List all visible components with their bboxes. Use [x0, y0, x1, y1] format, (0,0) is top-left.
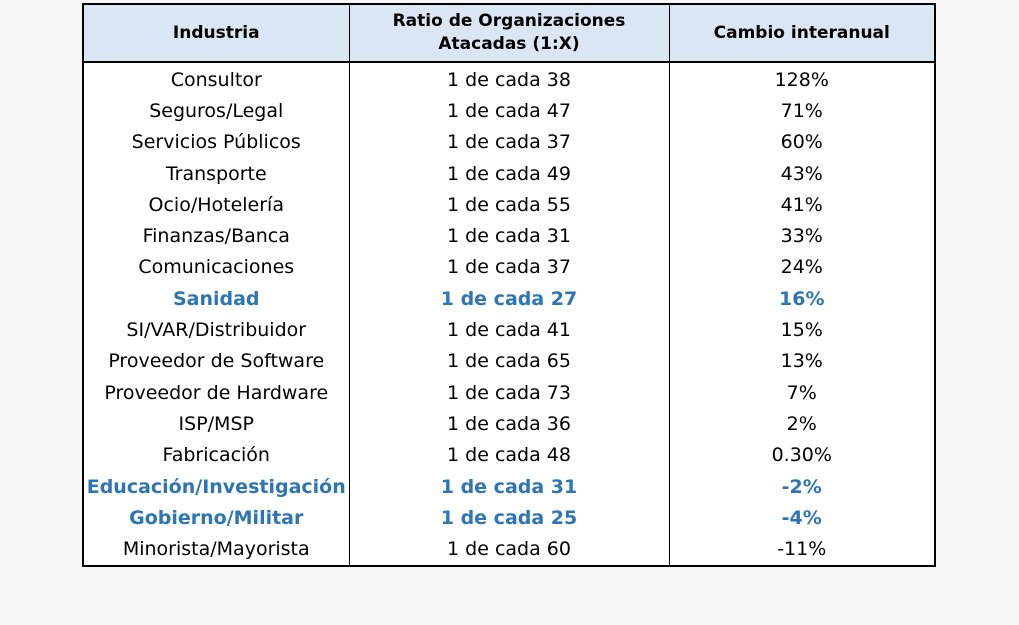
cell-ratio: 1 de cada 31: [348, 470, 670, 503]
cell-yoy-change: 43%: [668, 157, 936, 190]
table-body: Consultor 1 de cada 38 128% Seguros/Legal 1 …: [82, 62, 936, 566]
cell-yoy-change: 71%: [668, 95, 936, 127]
table-row: Ocio/Hotelería 1 de cada 55 41%: [82, 189, 936, 221]
cell-ratio: 1 de cada 37: [348, 126, 670, 158]
table-row: Proveedor de Software 1 de cada 65 13%: [82, 345, 936, 377]
header-industry: Industria: [82, 4, 350, 63]
cell-yoy-change: 7%: [668, 376, 936, 409]
cell-industry: Gobierno/Militar: [82, 502, 350, 534]
header-ratio: Ratio de Organizaciones Atacadas (1:X): [348, 4, 670, 63]
cell-ratio: 1 de cada 25: [348, 502, 670, 534]
cell-yoy-change: 0.30%: [668, 439, 936, 471]
cell-yoy-change: 13%: [668, 345, 936, 377]
cell-ratio: 1 de cada 37: [348, 251, 670, 284]
table-row: ISP/MSP 1 de cada 36 2%: [82, 408, 936, 440]
cell-ratio: 1 de cada 49: [348, 157, 670, 190]
cell-industry: SI/VAR/Distribuidor: [82, 314, 350, 346]
industry-attack-table: Industria Ratio de Organizaciones Atacad…: [82, 3, 936, 567]
cell-industry: Fabricación: [82, 439, 350, 471]
industry-attack-table-container: Industria Ratio de Organizaciones Atacad…: [82, 3, 936, 567]
cell-ratio: 1 de cada 31: [348, 220, 670, 252]
table-row: Proveedor de Hardware 1 de cada 73 7%: [82, 376, 936, 409]
cell-ratio: 1 de cada 60: [348, 533, 670, 566]
cell-ratio: 1 de cada 48: [348, 439, 670, 471]
cell-industry: Transporte: [82, 157, 350, 190]
cell-industry: Consultor: [82, 62, 350, 96]
table-row: Transporte 1 de cada 49 43%: [82, 157, 936, 190]
cell-yoy-change: 16%: [668, 283, 936, 315]
table-row: Educación/Investigación 1 de cada 31 -2%: [82, 470, 936, 503]
table-row: Sanidad 1 de cada 27 16%: [82, 283, 936, 315]
table-row: Comunicaciones 1 de cada 37 24%: [82, 251, 936, 284]
cell-yoy-change: 128%: [668, 62, 936, 96]
cell-industry: Educación/Investigación: [82, 470, 350, 503]
cell-industry: Servicios Públicos: [82, 126, 350, 158]
cell-industry: ISP/MSP: [82, 408, 350, 440]
cell-industry: Minorista/Mayorista: [82, 533, 350, 566]
cell-yoy-change: 24%: [668, 251, 936, 284]
cell-yoy-change: -2%: [668, 470, 936, 503]
table-row: Seguros/Legal 1 de cada 47 71%: [82, 95, 936, 127]
cell-ratio: 1 de cada 36: [348, 408, 670, 440]
cell-ratio: 1 de cada 65: [348, 345, 670, 377]
table-row: SI/VAR/Distribuidor 1 de cada 41 15%: [82, 314, 936, 346]
cell-industry: Proveedor de Hardware: [82, 376, 350, 409]
table-row: Consultor 1 de cada 38 128%: [82, 62, 936, 96]
table-row: Minorista/Mayorista 1 de cada 60 -11%: [82, 533, 936, 566]
cell-industry: Finanzas/Banca: [82, 220, 350, 252]
cell-yoy-change: -11%: [668, 533, 936, 566]
table-row: Servicios Públicos 1 de cada 37 60%: [82, 126, 936, 158]
cell-yoy-change: -4%: [668, 502, 936, 534]
cell-industry: Comunicaciones: [82, 251, 350, 284]
cell-ratio: 1 de cada 47: [348, 95, 670, 127]
cell-yoy-change: 15%: [668, 314, 936, 346]
cell-industry: Seguros/Legal: [82, 95, 350, 127]
cell-ratio: 1 de cada 41: [348, 314, 670, 346]
cell-industry: Proveedor de Software: [82, 345, 350, 377]
cell-yoy-change: 2%: [668, 408, 936, 440]
cell-ratio: 1 de cada 27: [348, 283, 670, 315]
cell-yoy-change: 60%: [668, 126, 936, 158]
header-yoy-change: Cambio interanual: [668, 4, 936, 63]
cell-yoy-change: 41%: [668, 189, 936, 221]
cell-industry: Sanidad: [82, 283, 350, 315]
table-header-row: Industria Ratio de Organizaciones Atacad…: [82, 4, 936, 63]
cell-yoy-change: 33%: [668, 220, 936, 252]
cell-industry: Ocio/Hotelería: [82, 189, 350, 221]
table-row: Gobierno/Militar 1 de cada 25 -4%: [82, 502, 936, 534]
cell-ratio: 1 de cada 55: [348, 189, 670, 221]
table-row: Finanzas/Banca 1 de cada 31 33%: [82, 220, 936, 252]
cell-ratio: 1 de cada 38: [348, 62, 670, 96]
table-row: Fabricación 1 de cada 48 0.30%: [82, 439, 936, 471]
cell-ratio: 1 de cada 73: [348, 376, 670, 409]
